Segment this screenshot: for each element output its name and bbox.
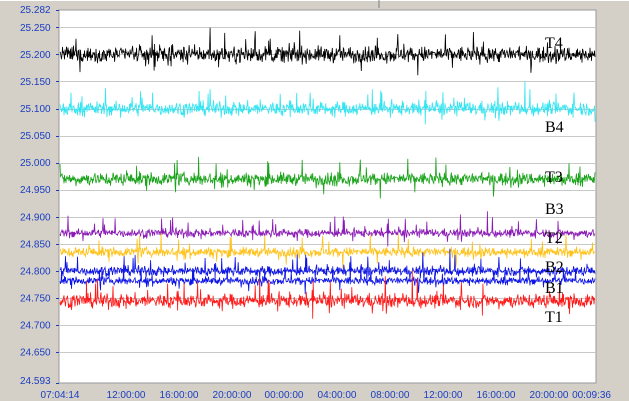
series-line-t1 bbox=[59, 270, 596, 319]
x-tick-label-0: 07:04:14 bbox=[41, 390, 80, 401]
grid-layer bbox=[59, 27, 596, 353]
y-tick-label-5: 25.050 bbox=[20, 131, 51, 142]
series-label-t3: T3 bbox=[545, 169, 563, 186]
y-tick-label-2: 25.200 bbox=[20, 50, 51, 61]
series-label-b3: B3 bbox=[545, 201, 564, 218]
series-label-t1: T1 bbox=[545, 309, 563, 326]
x-tick-label-2: 16:00:00 bbox=[160, 390, 199, 401]
y-tick-label-3: 25.150 bbox=[20, 77, 51, 88]
series-line-b2 bbox=[59, 248, 596, 285]
x-tick-label-5: 04:00:00 bbox=[318, 390, 357, 401]
x-tick-label-1: 12:00:00 bbox=[107, 390, 146, 401]
y-tick-label-8: 24.900 bbox=[20, 212, 51, 223]
series-layer bbox=[59, 27, 596, 319]
y-tick-label-1: 25.250 bbox=[20, 23, 51, 34]
y-tick-label-13: 24.650 bbox=[20, 348, 51, 359]
y-tick-label-7: 24.950 bbox=[20, 185, 51, 196]
x-tick-label-3: 20:00:00 bbox=[213, 390, 252, 401]
y-tick-label-10: 24.800 bbox=[20, 266, 51, 277]
series-label-t2: T2 bbox=[545, 230, 563, 247]
series-label-t4: T4 bbox=[545, 35, 563, 52]
y-tick-label-14: 24.593 bbox=[20, 376, 51, 387]
y-tick-label-0: 25.282 bbox=[20, 5, 51, 16]
y-tick-label-12: 24.700 bbox=[20, 321, 51, 332]
y-tick-label-9: 24.850 bbox=[20, 239, 51, 250]
x-tick-label-8: 16:00:00 bbox=[477, 390, 516, 401]
series-label-b4: B4 bbox=[545, 119, 564, 136]
y-tick-label-4: 25.100 bbox=[20, 104, 51, 115]
series-label-b2: B2 bbox=[545, 259, 564, 276]
x-tick-label-4: 00:00:00 bbox=[265, 390, 304, 401]
plot-area bbox=[58, 9, 597, 384]
series-label-b1: B1 bbox=[545, 280, 564, 297]
y-tick-label-11: 24.750 bbox=[20, 294, 51, 305]
x-tick-label-7: 12:00:00 bbox=[424, 390, 463, 401]
series-line-t4 bbox=[59, 27, 596, 76]
x-tick-label-6: 08:00:00 bbox=[371, 390, 410, 401]
x-axis: 07:04:14 12:00:00 16:00:00 20:00:00 00:00:00… bbox=[41, 390, 612, 401]
x-tick-label-9: 20:00:00 bbox=[530, 390, 569, 401]
series-line-b1 bbox=[59, 264, 596, 295]
x-tick-label-10: 00:09:36 bbox=[572, 390, 611, 401]
series-line-t2 bbox=[59, 233, 596, 269]
y-tick-label-6: 25.000 bbox=[20, 158, 51, 169]
series-line-b4 bbox=[59, 81, 596, 125]
series-line-t3 bbox=[59, 156, 596, 199]
y-axis: 25.282 25.250 25.200 25.150 25.100 25.050 25.0… bbox=[20, 5, 59, 387]
series-line-b3 bbox=[59, 211, 596, 247]
series-label-layer: T4 B4 T3 B3 T2 B2 B1 T1 bbox=[545, 35, 564, 326]
